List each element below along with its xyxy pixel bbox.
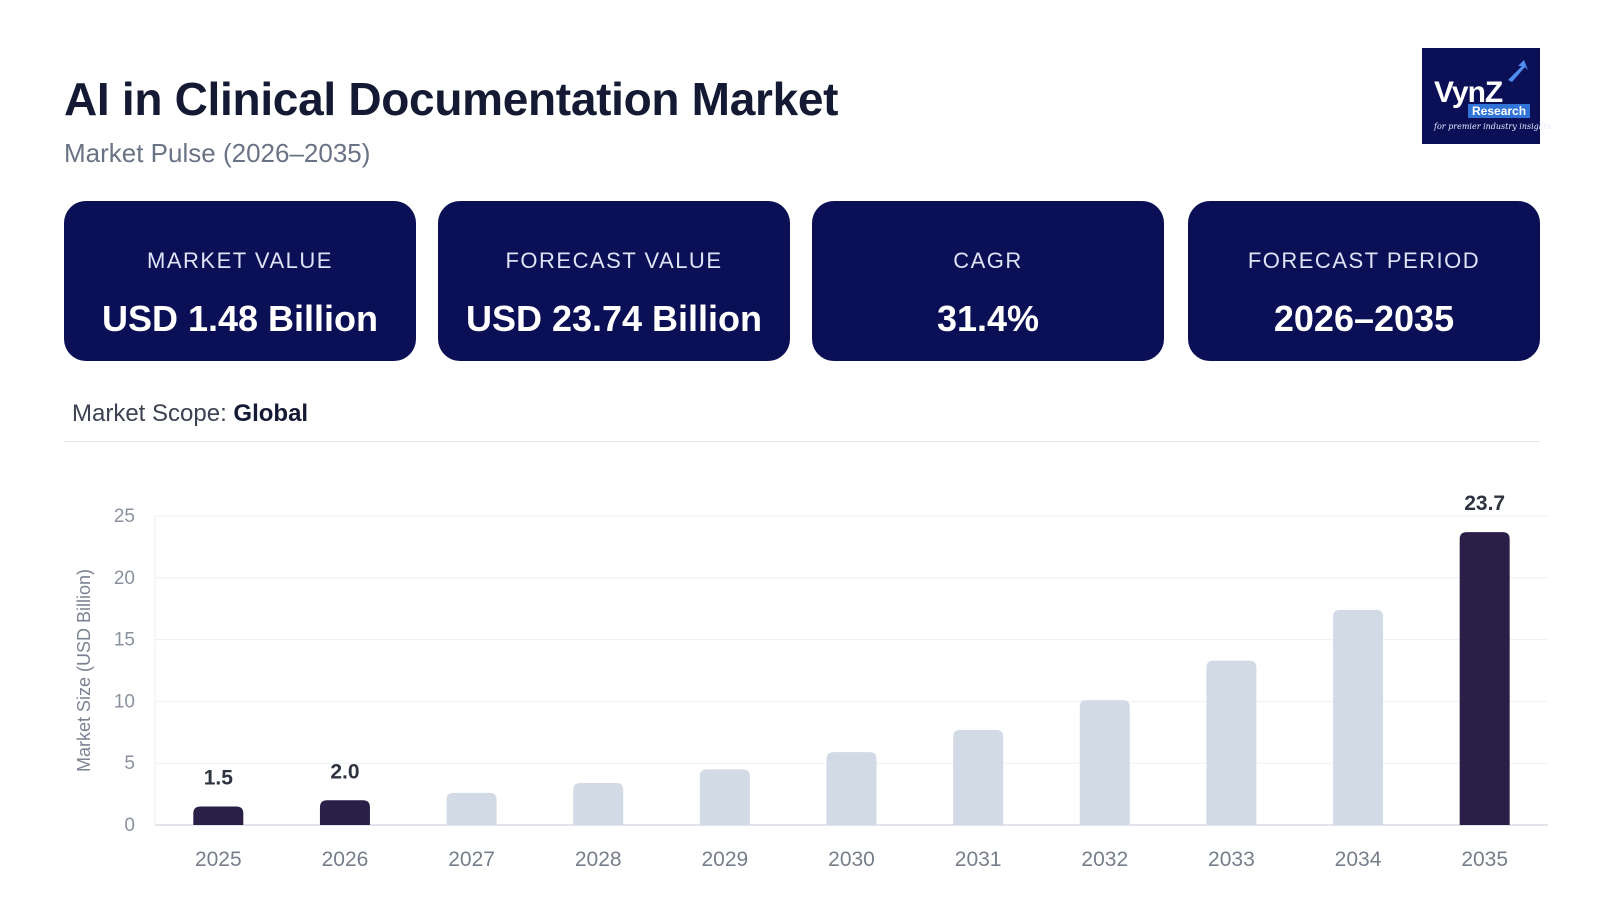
x-tick-label: 2034 — [1335, 848, 1382, 871]
forecast-value-card: FORECAST VALUE USD 23.74 Billion — [438, 201, 790, 361]
x-tick-label: 2030 — [828, 848, 875, 871]
card-value: USD 1.48 Billion — [101, 298, 379, 339]
page-subtitle: Market Pulse (2026–2035) — [64, 138, 371, 168]
logo-badge: Research — [1468, 104, 1531, 118]
card-value: 2026–2035 — [1273, 298, 1455, 339]
market-value-card: MARKET VALUE USD 1.48 Billion — [64, 201, 416, 361]
data-label: 1.5 — [204, 766, 234, 789]
bar-2034 — [1333, 609, 1384, 825]
bar-2031 — [953, 729, 1004, 825]
y-tick-label: 10 — [114, 691, 135, 712]
x-tick-label: 2026 — [322, 848, 369, 871]
x-tick-label: 2031 — [955, 848, 1002, 871]
x-tick-label: 2027 — [448, 848, 495, 871]
x-tick-label: 2035 — [1461, 848, 1508, 871]
market-scope: Market Scope: Global — [72, 400, 308, 428]
card-value: USD 23.74 Billion — [465, 298, 763, 339]
bar-2030 — [826, 752, 877, 825]
y-tick-label: 25 — [114, 506, 135, 527]
section-divider — [64, 441, 1540, 442]
bar-2032 — [1079, 700, 1130, 825]
bar-2027 — [446, 792, 497, 825]
y-tick-label: 20 — [114, 568, 135, 589]
scope-value: Global — [233, 400, 309, 427]
arrow-logo-icon — [1508, 60, 1528, 82]
y-tick-label: 0 — [124, 815, 135, 836]
page-title: AI in Clinical Documentation Market — [64, 73, 839, 125]
data-label: 2.0 — [330, 760, 359, 783]
y-axis-label: Market Size (USD Billion) — [74, 569, 94, 772]
scope-label: Market Scope: — [72, 400, 227, 427]
cagr-card: CAGR 31.4% — [812, 201, 1164, 361]
vynz-research-logo: VynZ Research for premier industry insig… — [1422, 48, 1551, 144]
x-tick-label: 2029 — [702, 848, 749, 871]
logo-name: VynZ — [1434, 76, 1503, 109]
card-value: 31.4% — [936, 298, 1040, 339]
card-label: FORECAST PERIOD — [1247, 248, 1481, 273]
kpi-cards: MARKET VALUE USD 1.48 Billion FORECAST V… — [64, 201, 1540, 361]
card-label: FORECAST VALUE — [505, 248, 723, 273]
bar-2025 — [193, 806, 244, 825]
bar-2028 — [573, 782, 624, 825]
data-label: 23.7 — [1464, 492, 1505, 515]
x-tick-label: 2025 — [195, 848, 242, 871]
card-label: MARKET VALUE — [147, 248, 333, 273]
logo-tagline: for premier industry insights — [1434, 122, 1552, 131]
y-tick-label: 15 — [114, 630, 135, 651]
bar-2026 — [319, 800, 370, 825]
card-label: CAGR — [953, 248, 1023, 273]
x-tick-label: 2028 — [575, 848, 622, 871]
x-tick-label: 2032 — [1081, 848, 1128, 871]
bar-2033 — [1206, 660, 1257, 825]
forecast-period-card: FORECAST PERIOD 2026–2035 — [1188, 201, 1540, 361]
bar-2035 — [1459, 532, 1510, 825]
x-tick-label: 2033 — [1208, 848, 1255, 871]
bar-2029 — [699, 769, 750, 825]
y-tick-label: 5 — [124, 753, 135, 774]
